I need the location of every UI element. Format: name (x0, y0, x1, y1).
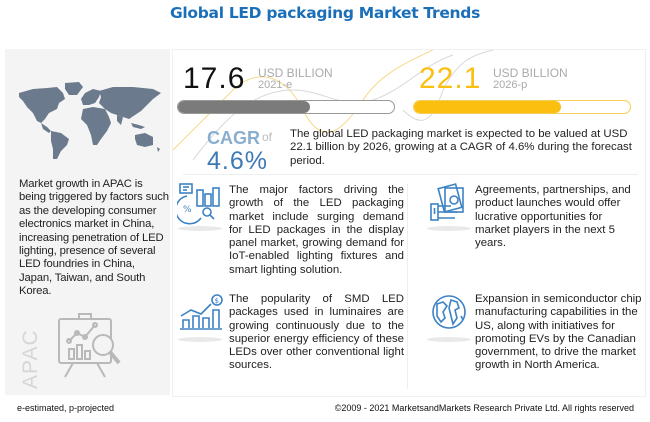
projected-unit: USD BILLION (493, 66, 568, 80)
stat-current: 17.6 (183, 64, 245, 94)
svg-text:$: $ (215, 297, 219, 305)
divider (183, 174, 638, 175)
presentation-board-analytics-icon (58, 313, 121, 378)
page-title: Global LED packaging Market Trends (169, 4, 481, 22)
globe-icon (432, 295, 466, 329)
footer-note: e-estimated, p-projected (17, 403, 115, 413)
projected-progress-fill (414, 101, 561, 113)
card-text: Agreements, partnerships, and product la… (475, 184, 631, 250)
market-summary: The global LED packaging market is expec… (290, 128, 632, 167)
money-hand-icon (430, 183, 464, 221)
current-progress-fill (178, 101, 310, 113)
copyright: ©2009 - 2021 MarketsandMarkets Research … (334, 403, 634, 413)
growth-chart-dollar-icon: $ (180, 294, 223, 330)
current-unit: USD BILLION (258, 66, 333, 80)
icon-shadow (427, 226, 471, 231)
region-label: APAC (19, 329, 42, 389)
icon-shadow (178, 337, 222, 342)
cagr-label: CAGR (207, 128, 260, 148)
projected-progress-bar (413, 100, 631, 114)
cagr-value: 4.6% (207, 147, 268, 175)
projected-year: 2026-p (493, 79, 528, 91)
current-progress-bar (177, 100, 395, 114)
analytics-percent-icon: % (177, 183, 220, 225)
card-text: The popularity of SMD LED packages used … (229, 293, 404, 372)
current-value: 17.6 (183, 62, 246, 95)
svg-text:%: % (183, 205, 192, 215)
card-text: Expansion in semiconductor chip manufact… (475, 293, 642, 372)
stat-projected: 22.1 (419, 64, 481, 94)
apac-description: Market growth in APAC is being triggered… (19, 178, 169, 298)
cagr-of-label: of (262, 130, 273, 144)
icon-shadow (178, 226, 222, 231)
projected-value: 22.1 (419, 62, 482, 95)
icon-shadow (427, 337, 471, 342)
card-text: The major factors driving the growth of … (229, 184, 404, 276)
world-map-icon (19, 82, 161, 159)
apac-panel: Market growth in APAC is being triggered… (5, 49, 170, 395)
current-year: 2021-e (258, 79, 293, 91)
market-overview-panel: 17.6 USD BILLION 2021-e 22.1 USD BILLION… (172, 49, 646, 397)
divider (407, 184, 408, 389)
